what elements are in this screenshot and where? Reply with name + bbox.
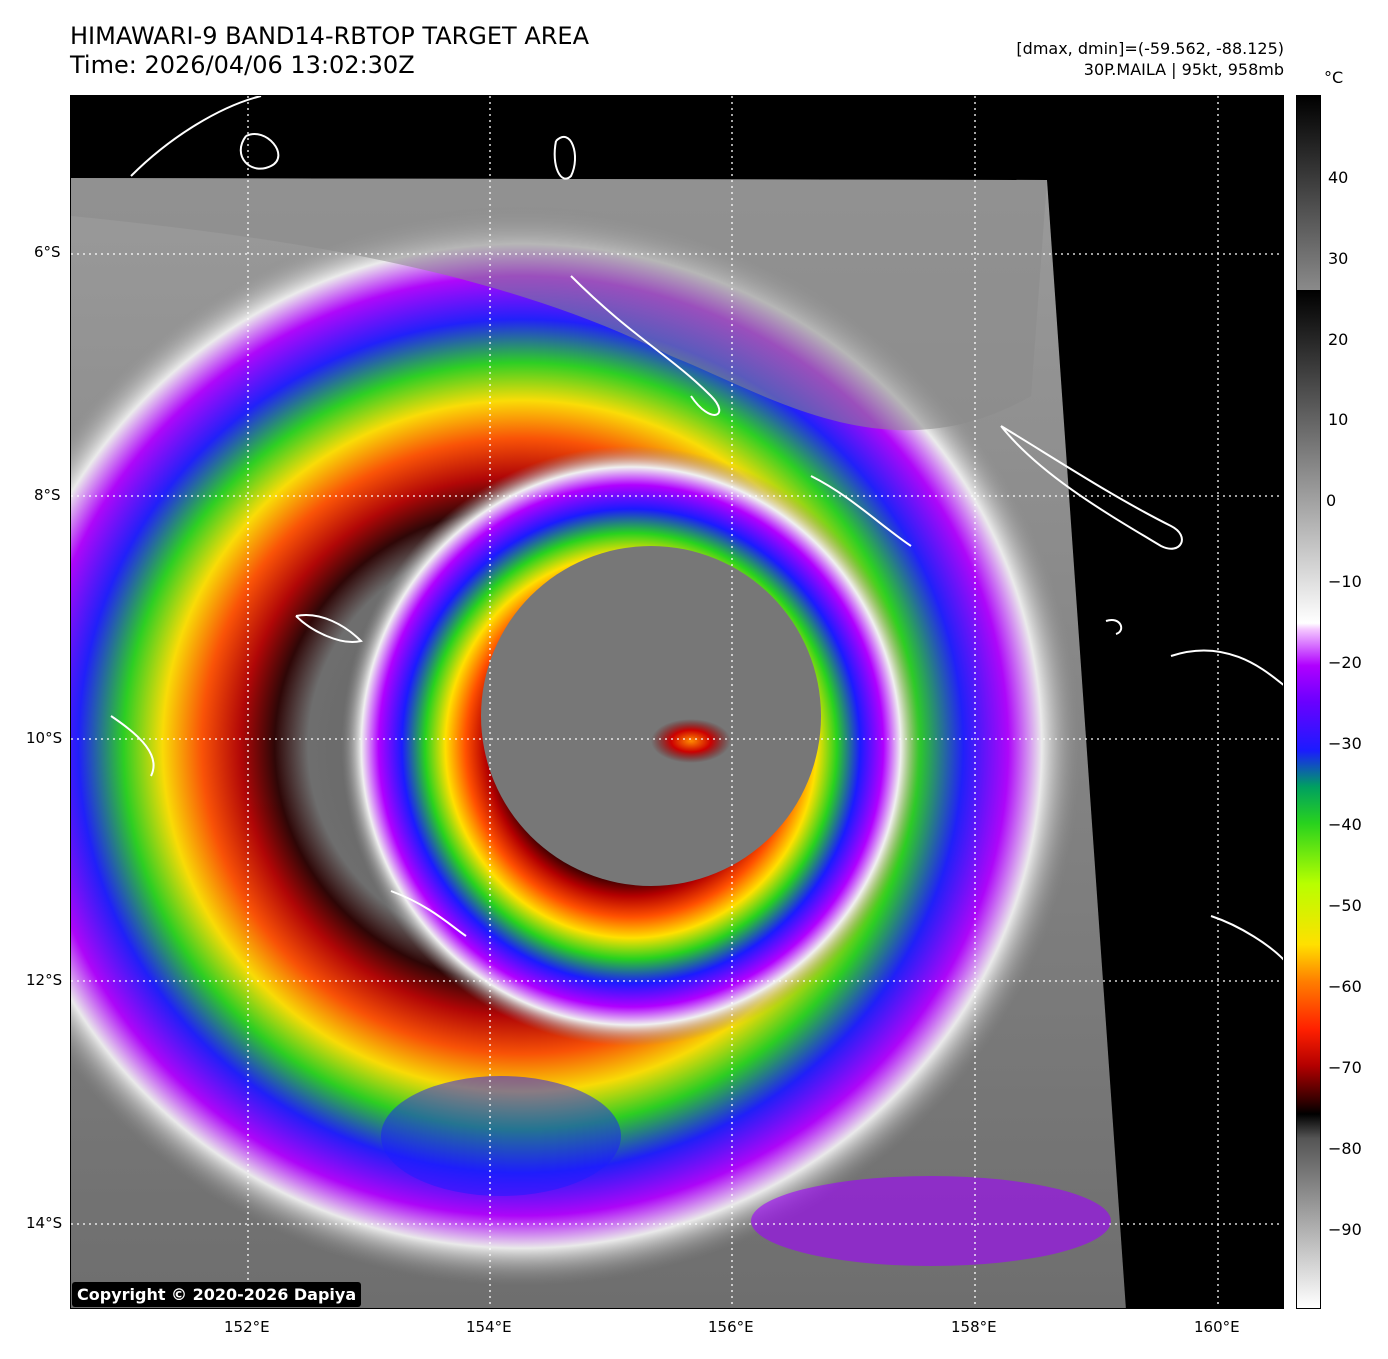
colorbar-tick-m60: −60 (1328, 977, 1362, 996)
graticule (71, 96, 1283, 1308)
lon-label-152e: 152°E (224, 1318, 270, 1336)
colorbar-tick-0: 0 (1326, 491, 1337, 510)
lat-label-12s: 12°S (26, 971, 63, 989)
lat-label-10s: 10°S (26, 729, 63, 747)
title-line-2: Time: 2026/04/06 13:02:30Z (70, 51, 415, 79)
south-convection-2 (381, 1076, 621, 1196)
colorbar (1296, 95, 1321, 1309)
satellite-image (70, 95, 1284, 1309)
dmax-dmin-readout: [dmax, dmin]=(-59.562, -88.125) (1016, 39, 1284, 58)
colorbar-tick-30: 30 (1328, 249, 1349, 268)
colorbar-tick-m50: −50 (1328, 896, 1362, 915)
coastlines (110, 96, 1283, 961)
lat-label-8s: 8°S (34, 486, 61, 504)
storm-info: [dmax, dmin]=(-59.562, -88.125) 30P.MAIL… (1016, 38, 1284, 80)
colorbar-tick-10: 10 (1328, 410, 1349, 429)
colorbar-tick-m90: −90 (1328, 1220, 1362, 1239)
colorbar-tick-m10: −10 (1328, 572, 1362, 591)
title-line-1: HIMAWARI-9 BAND14-RBTOP TARGET AREA (70, 22, 590, 50)
north-rainband (71, 178, 1047, 431)
lon-label-154e: 154°E (466, 1318, 512, 1336)
colorbar-tick-m20: −20 (1328, 653, 1362, 672)
chart-title: HIMAWARI-9 BAND14-RBTOP TARGET AREA Time… (70, 22, 589, 80)
cold-core (481, 546, 821, 886)
lon-label-160e: 160°E (1194, 1318, 1240, 1336)
south-convection (751, 1176, 1111, 1266)
lat-label-6s: 6°S (34, 243, 61, 261)
eye-feature (651, 719, 731, 763)
storm-intensity: 30P.MAILA | 95kt, 958mb (1083, 60, 1284, 79)
lon-label-158e: 158°E (951, 1318, 997, 1336)
lat-label-14s: 14°S (26, 1214, 63, 1232)
colorbar-tick-m80: −80 (1328, 1139, 1362, 1158)
lon-label-156e: 156°E (708, 1318, 754, 1336)
copyright-badge: Copyright © 2020-2026 Dapiya (72, 1282, 362, 1307)
colorbar-tick-m40: −40 (1328, 815, 1362, 834)
colorbar-tick-m30: −30 (1328, 734, 1362, 753)
colorbar-tick-40: 40 (1328, 168, 1349, 187)
colorbar-tick-20: 20 (1328, 330, 1349, 349)
colorbar-unit: °C (1324, 68, 1344, 87)
colorbar-tick-m70: −70 (1328, 1058, 1362, 1077)
